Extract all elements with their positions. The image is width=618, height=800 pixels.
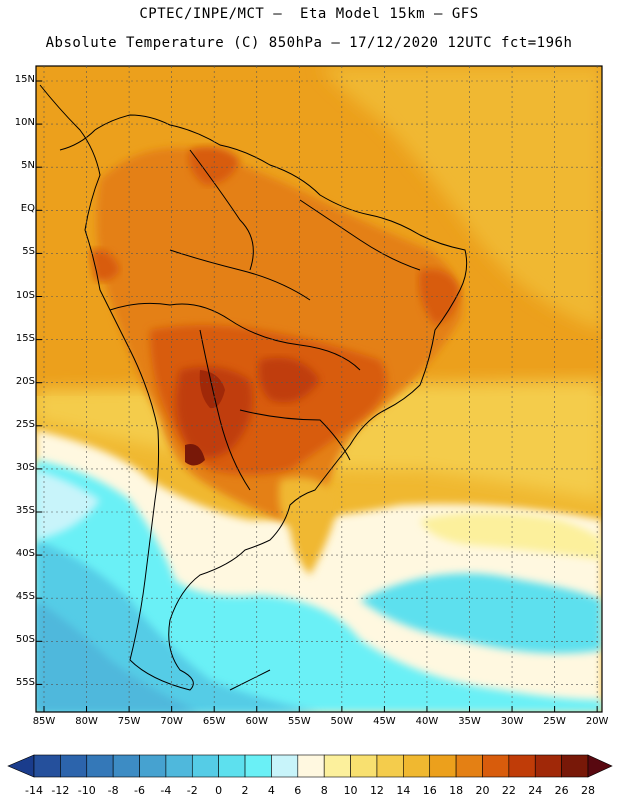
- colorbar-tick-label: -4: [160, 784, 172, 797]
- lat-label: 40S: [15, 548, 35, 560]
- lat-label: 10N: [14, 117, 35, 129]
- lon-label: 20W: [585, 716, 609, 727]
- colorbar-swatch: [191, 754, 219, 778]
- colorbar-tick-label: 8: [320, 784, 328, 797]
- colorbar-tick-label: 12: [369, 784, 384, 797]
- colorbar-swatch: [429, 754, 457, 778]
- lon-label: 60W: [245, 716, 269, 727]
- colorbar-swatch: [218, 754, 246, 778]
- lon-label: 80W: [75, 716, 98, 727]
- colorbar-tick-label: 16: [422, 784, 437, 797]
- lat-label: 5S: [22, 246, 35, 258]
- lat-label: 45S: [15, 591, 35, 603]
- colorbar-swatch: [33, 754, 61, 778]
- colorbar-swatch: [297, 754, 325, 778]
- lat-label: 55S: [15, 677, 35, 689]
- colorbar-tick-label: -10: [77, 784, 96, 797]
- lon-label: 30W: [500, 716, 524, 727]
- colorbar-swatch: [376, 754, 404, 778]
- colorbar-tick-label: 18: [449, 784, 464, 797]
- colorbar-tick-label: 2: [241, 784, 249, 797]
- colorbar: [7, 754, 613, 778]
- colorbar-swatch: [482, 754, 510, 778]
- temperature-field: [36, 66, 602, 712]
- lon-label: 70W: [160, 716, 183, 727]
- colorbar-swatch: [139, 754, 167, 778]
- colorbar-swatch: [534, 754, 562, 778]
- gridlines: [36, 66, 602, 712]
- lon-label: 55W: [287, 716, 311, 727]
- colorbar-swatch: [271, 754, 299, 778]
- colorbar-swatch: [350, 754, 378, 778]
- colorbar-swatch: [403, 754, 431, 778]
- lat-label: 5N: [21, 160, 35, 172]
- lat-label: 30S: [15, 461, 35, 473]
- colorbar-swatch: [112, 754, 140, 778]
- colorbar-tick-label: 10: [343, 784, 358, 797]
- colorbar-swatch: [561, 754, 589, 778]
- colorbar-tick-label: 4: [267, 784, 275, 797]
- colorbar-swatch: [455, 754, 483, 778]
- lon-label: 45W: [373, 716, 396, 727]
- axis-ticks: [36, 80, 598, 712]
- lon-label: 35W: [458, 716, 481, 727]
- colorbar-swatch: [323, 754, 351, 778]
- colorbar-swatch: [244, 754, 272, 778]
- model-title: CPTEC/INPE/MCT – Eta Model 15km – GFS: [139, 6, 479, 22]
- lat-label: 25S: [15, 418, 35, 430]
- lat-label: 35S: [15, 505, 35, 516]
- colorbar-tick-label: 14: [396, 784, 411, 797]
- lon-label: 85W: [32, 716, 56, 727]
- colorbar-swatch: [508, 754, 536, 778]
- colorbar-swatch: [165, 754, 193, 778]
- colorbar-tick-label: -2: [186, 784, 198, 797]
- lat-label: 15S: [15, 332, 35, 344]
- colorbar-tick-label: 20: [475, 784, 490, 797]
- colorbar-tick-label: -14: [25, 784, 43, 797]
- colorbar-swatch: [86, 754, 114, 778]
- lon-label: 40W: [415, 716, 439, 727]
- lon-label: 65W: [202, 716, 226, 727]
- colorbar-min-arrow: [7, 754, 35, 778]
- lon-label: 75W: [117, 716, 141, 727]
- lat-label: 15N: [14, 74, 35, 85]
- lon-label: 25W: [543, 716, 566, 727]
- chart-title: Absolute Temperature (C) 850hPa – 17/12/…: [45, 35, 573, 51]
- coastlines: [39, 84, 468, 691]
- lat-label: EQ: [20, 203, 35, 215]
- colorbar-tick-label: 28: [581, 784, 595, 797]
- colorbar-tick-label: -8: [107, 784, 119, 797]
- colorbar-tick-label: 24: [528, 784, 543, 797]
- colorbar-tick-label: -12: [51, 784, 70, 797]
- colorbar-tick-label: 22: [501, 784, 516, 797]
- colorbar-tick-label: 0: [215, 784, 223, 797]
- plot-frame: [35, 65, 603, 713]
- colorbar-tick-label: 6: [294, 784, 302, 797]
- colorbar-swatch: [60, 754, 88, 778]
- lat-label: 20S: [15, 375, 35, 387]
- lon-label: 50W: [330, 716, 354, 727]
- colorbar-max-arrow: [587, 754, 613, 778]
- lat-label: 10S: [15, 289, 35, 301]
- colorbar-tick-label: 26: [554, 784, 569, 797]
- colorbar-tick-label: -6: [134, 784, 145, 797]
- lat-label: 50S: [15, 634, 35, 646]
